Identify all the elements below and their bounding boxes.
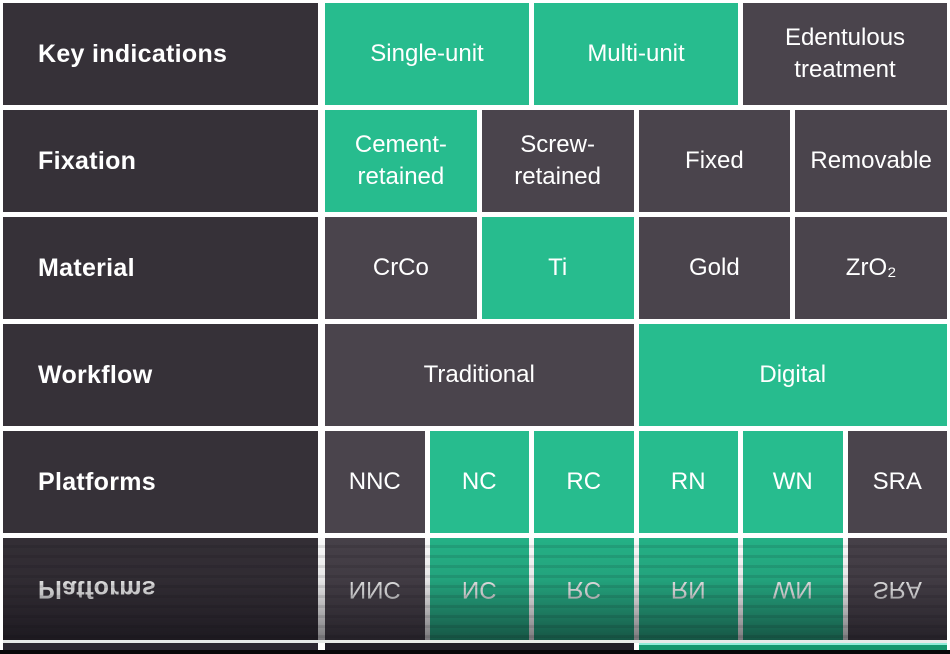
reflection-separator-line <box>3 640 947 643</box>
cell-traditional: Traditional <box>325 324 634 426</box>
row-workflow: Workflow Traditional Digital <box>3 324 947 426</box>
row-cells-workflow: Traditional Digital <box>325 324 947 426</box>
row-label-material: Material <box>3 217 318 319</box>
bottom-black-baseline <box>0 650 950 654</box>
row-platforms: Platforms NNC NC RC RN WN SRA <box>3 431 947 533</box>
reflection-cell-rn: RN <box>638 538 738 640</box>
row-cells-key-indications: Single-unit Multi-unit Edentulous treatm… <box>325 3 947 105</box>
cell-nc: NC <box>429 431 529 533</box>
reflection-cell-nnc: NNC <box>325 538 425 640</box>
row-fixation: Fixation Cement-retained Screw-retained … <box>3 110 947 212</box>
cell-nnc: NNC <box>325 431 425 533</box>
row-key-indications: Key indications Single-unit Multi-unit E… <box>3 3 947 105</box>
strip-label-segment <box>3 643 318 650</box>
strip-digital-segment <box>638 643 947 650</box>
cell-removable: Removable <box>795 110 947 212</box>
cell-digital: Digital <box>638 324 947 426</box>
reflection-cell-sra: SRA <box>847 538 947 640</box>
cell-gold: Gold <box>638 217 791 319</box>
cell-ti: Ti <box>481 217 634 319</box>
row-label-fixation: Fixation <box>3 110 318 212</box>
row-material: Material CrCo Ti Gold ZrO₂ <box>3 217 947 319</box>
row-cells-platforms: NNC NC RC RN WN SRA <box>325 431 947 533</box>
cell-single-unit: Single-unit <box>325 3 529 105</box>
row-label-workflow: Workflow <box>3 324 318 426</box>
platforms-reflection: Platforms NNC NC RC RN WN SRA <box>3 538 947 640</box>
row-label-key-indications: Key indications <box>3 3 318 105</box>
cell-crco: CrCo <box>325 217 477 319</box>
cell-zro2: ZrO₂ <box>795 217 947 319</box>
cell-screw-retained: Screw-retained <box>481 110 634 212</box>
cell-rn: RN <box>638 431 738 533</box>
cell-cement-retained: Cement-retained <box>325 110 477 212</box>
cell-sra: SRA <box>847 431 947 533</box>
row-label-platforms: Platforms <box>3 431 318 533</box>
workflow-reflection-strip <box>3 643 947 650</box>
reflection-cells-platforms: NNC NC RC RN WN SRA <box>325 538 947 640</box>
row-cells-fixation: Cement-retained Screw-retained Fixed Rem… <box>325 110 947 212</box>
reflection-cell-wn: WN <box>743 538 843 640</box>
reflection-cell-rc: RC <box>534 538 634 640</box>
strip-traditional-segment <box>325 643 634 650</box>
strip-cells <box>325 643 947 650</box>
cell-fixed: Fixed <box>638 110 791 212</box>
cell-multi-unit: Multi-unit <box>534 3 738 105</box>
cell-edentulous-treatment: Edentulous treatment <box>743 3 947 105</box>
row-cells-material: CrCo Ti Gold ZrO₂ <box>325 217 947 319</box>
platforms-reflection-row: Platforms NNC NC RC RN WN SRA <box>3 538 947 640</box>
cell-rc: RC <box>534 431 634 533</box>
reflection-cell-nc: NC <box>429 538 529 640</box>
reflection-label-platforms: Platforms <box>3 538 318 640</box>
cell-wn: WN <box>743 431 843 533</box>
